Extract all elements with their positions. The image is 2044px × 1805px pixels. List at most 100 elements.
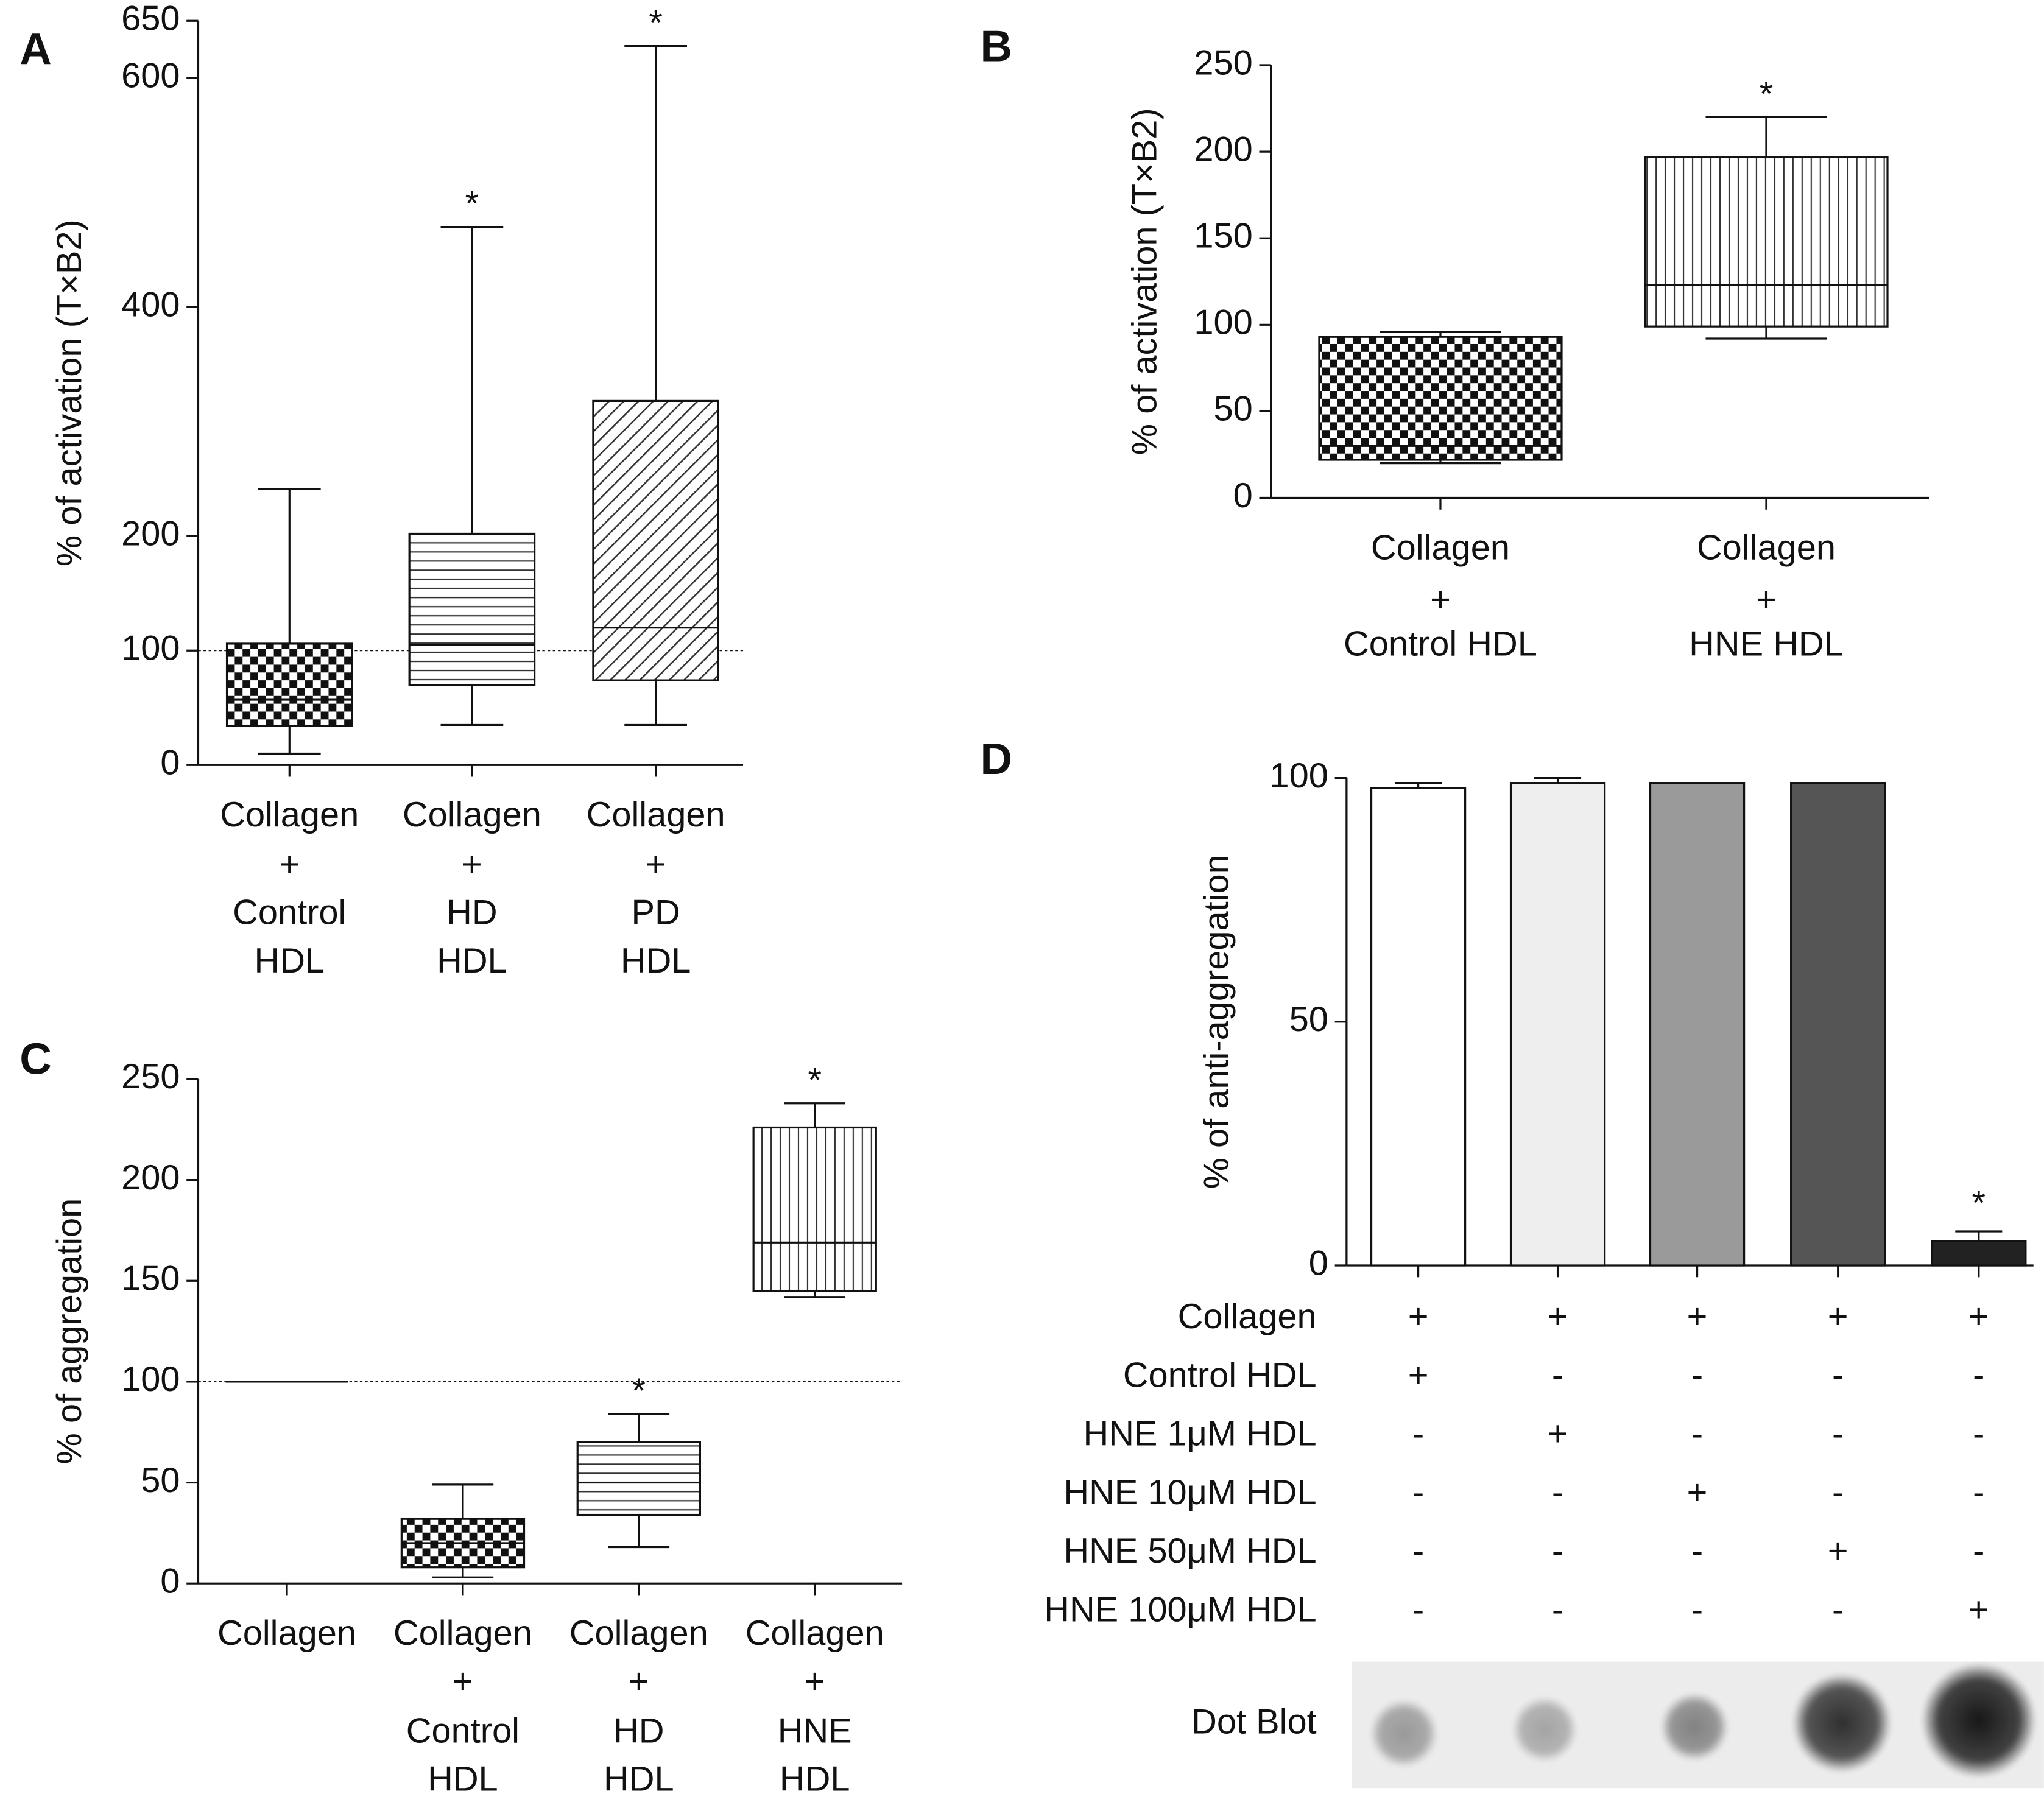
- table-cell: -: [1973, 1356, 1984, 1395]
- y-tick-label: 250: [1194, 43, 1252, 82]
- blot-dot: [1921, 1662, 2036, 1778]
- y-tick-label: 100: [1194, 303, 1252, 342]
- x-tick-label: HDL: [428, 1760, 498, 1799]
- table-cell: -: [1691, 1532, 1703, 1571]
- x-tick-label: +: [1756, 580, 1777, 619]
- blot-dot: [1370, 1699, 1438, 1767]
- y-tick-label: 0: [1233, 476, 1253, 515]
- x-tick-label: +: [453, 1662, 473, 1701]
- x-tick-label: Collagen: [569, 1614, 708, 1653]
- blot-dot: [1792, 1673, 1892, 1773]
- box: [576, 1441, 702, 1516]
- bar: [1931, 1240, 2027, 1267]
- table-cell: +: [1968, 1591, 1989, 1630]
- x-tick-label: Collagen: [220, 795, 359, 834]
- y-tick-label: 400: [121, 285, 180, 324]
- table-cell: +: [1687, 1297, 1708, 1336]
- box: [408, 532, 536, 686]
- panel-letter: D: [981, 734, 1013, 784]
- y-axis-label: % of activation (T×B2): [1126, 108, 1165, 455]
- y-tick-label: 50: [1289, 1000, 1328, 1039]
- table-cell: +: [1408, 1297, 1429, 1336]
- x-tick-label: +: [279, 845, 300, 884]
- x-tick-label: +: [646, 845, 666, 884]
- box: [752, 1126, 877, 1292]
- table-cell: -: [1832, 1473, 1844, 1512]
- x-tick-label: HNE HDL: [1689, 625, 1844, 664]
- x-tick-label: HDL: [437, 941, 507, 980]
- table-cell: +: [1687, 1473, 1708, 1512]
- x-tick-label: HDL: [604, 1760, 674, 1799]
- bar: [1790, 782, 1886, 1267]
- y-axis-label: % of anti-aggregation: [1197, 854, 1236, 1189]
- significance-mark: *: [632, 1371, 646, 1410]
- x-tick-label: +: [1430, 580, 1451, 619]
- table-cell: -: [1552, 1532, 1563, 1571]
- y-tick-label: 100: [121, 628, 180, 667]
- significance-mark: *: [1760, 74, 1773, 113]
- y-tick-label: 200: [121, 514, 180, 553]
- y-tick-label: 650: [121, 0, 180, 38]
- x-tick-label: Collagen: [217, 1614, 356, 1653]
- y-tick-label: 0: [160, 743, 180, 782]
- table-cell: -: [1412, 1415, 1424, 1454]
- x-tick-label: Collagen: [1371, 528, 1510, 567]
- row-label: Collagen: [1178, 1297, 1317, 1336]
- x-tick-label: Collagen: [587, 795, 725, 834]
- table-cell: +: [1968, 1297, 1989, 1336]
- y-tick-label: 0: [1309, 1244, 1328, 1282]
- x-tick-label: +: [462, 845, 482, 884]
- table-cell: -: [1973, 1473, 1984, 1512]
- table-cell: -: [1412, 1591, 1424, 1630]
- table-cell: +: [1548, 1415, 1568, 1454]
- x-tick-label: +: [805, 1662, 825, 1701]
- y-tick-label: 200: [1194, 130, 1252, 169]
- row-label: HNE 1μM HDL: [1084, 1415, 1317, 1454]
- y-tick-label: 600: [121, 57, 180, 96]
- table-cell: -: [1691, 1356, 1703, 1395]
- table-cell: -: [1552, 1356, 1563, 1395]
- y-tick-label: 50: [1214, 390, 1253, 429]
- table-cell: +: [1548, 1297, 1568, 1336]
- y-tick-label: 200: [121, 1158, 180, 1197]
- x-tick-label: HDL: [254, 941, 325, 980]
- y-axis-label: % of aggregation: [50, 1198, 89, 1465]
- bar: [1649, 782, 1746, 1267]
- blot-dot: [1660, 1692, 1729, 1761]
- x-tick-label: Control: [406, 1712, 520, 1751]
- row-label: HNE 50μM HDL: [1063, 1532, 1316, 1571]
- row-label: HNE 10μM HDL: [1063, 1473, 1316, 1512]
- row-label: Control HDL: [1123, 1356, 1317, 1395]
- x-tick-label: Collagen: [403, 795, 541, 834]
- table-cell: -: [1973, 1415, 1984, 1454]
- y-tick-label: 150: [1194, 216, 1252, 255]
- y-tick-label: 250: [121, 1057, 180, 1096]
- x-tick-label: Collagen: [1697, 528, 1836, 567]
- y-tick-label: 100: [1270, 756, 1328, 795]
- x-tick-label: HNE: [778, 1712, 852, 1751]
- table-cell: +: [1408, 1356, 1429, 1395]
- x-tick-label: HDL: [780, 1760, 850, 1799]
- table-cell: -: [1832, 1415, 1844, 1454]
- box: [1318, 336, 1563, 461]
- significance-mark: *: [649, 4, 662, 43]
- box: [225, 642, 353, 727]
- y-tick-label: 150: [121, 1259, 180, 1298]
- y-axis-label: % of activation (T×B2): [50, 219, 89, 566]
- table-cell: +: [1828, 1532, 1848, 1571]
- box: [1644, 156, 1889, 328]
- table-cell: -: [1412, 1532, 1424, 1571]
- table-cell: -: [1412, 1473, 1424, 1512]
- x-tick-label: +: [629, 1662, 649, 1701]
- panel-letter: C: [19, 1034, 52, 1083]
- table-cell: -: [1832, 1356, 1844, 1395]
- table-cell: -: [1691, 1591, 1703, 1630]
- x-tick-label: Collagen: [745, 1614, 884, 1653]
- table-cell: -: [1552, 1591, 1563, 1630]
- significance-mark: *: [465, 185, 479, 223]
- dot-blot-label: Dot Blot: [1191, 1703, 1316, 1742]
- y-tick-label: 100: [121, 1360, 180, 1399]
- x-tick-label: HD: [446, 893, 497, 932]
- bar: [1370, 787, 1467, 1267]
